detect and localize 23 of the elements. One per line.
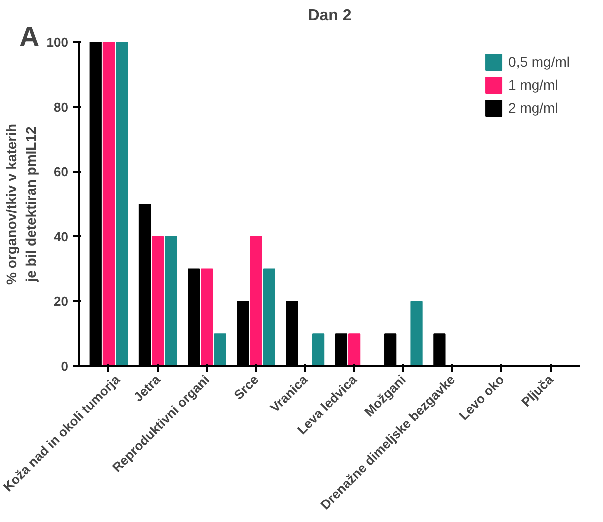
y-tick-label: 40 bbox=[54, 229, 69, 244]
y-tick-label: 0 bbox=[61, 359, 69, 374]
bar bbox=[214, 334, 226, 366]
bar bbox=[102, 42, 116, 366]
bar bbox=[348, 334, 361, 366]
bar bbox=[250, 236, 262, 366]
bar bbox=[201, 268, 214, 366]
chart-title: Dan 2 bbox=[308, 8, 352, 24]
y-tick-label: 100 bbox=[46, 35, 69, 50]
y-tick-label: 20 bbox=[54, 294, 69, 310]
bar bbox=[263, 268, 276, 366]
y-tick-label: 60 bbox=[54, 164, 69, 180]
y-tick-label: 80 bbox=[54, 100, 69, 115]
legend-label: 1 mg/ml bbox=[508, 77, 558, 93]
bar bbox=[165, 236, 178, 366]
text: A bbox=[20, 22, 40, 52]
legend-label: 2 mg/ml bbox=[508, 100, 558, 116]
bar bbox=[116, 42, 128, 366]
bar bbox=[410, 301, 423, 366]
legend-label: 0,5 mg/ml bbox=[508, 54, 570, 70]
y-axis-title: % organov/tkiv v katerih je bil detektiran pmIL12 bbox=[4, 124, 39, 286]
bar bbox=[312, 334, 325, 366]
bar bbox=[152, 236, 164, 366]
